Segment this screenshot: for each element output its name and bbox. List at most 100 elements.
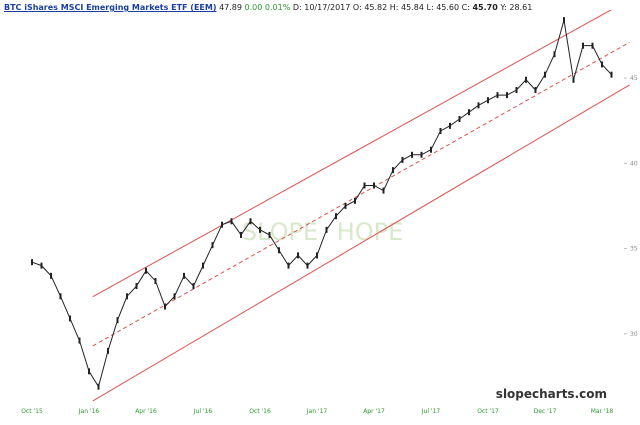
price-bar bbox=[591, 42, 594, 49]
y-tick-label: 40 bbox=[630, 160, 638, 167]
price-bar bbox=[610, 71, 613, 78]
source: slopecharts.com bbox=[496, 387, 607, 401]
price-bar bbox=[259, 226, 261, 233]
quote-label: L: bbox=[426, 3, 434, 12]
x-tick-label: Oct '17 bbox=[477, 408, 499, 415]
price-bar bbox=[363, 182, 366, 189]
price-bar bbox=[135, 283, 138, 290]
price-bar bbox=[202, 262, 204, 269]
x-tick-label: Apr '17 bbox=[363, 408, 385, 415]
channel-line bbox=[92, 10, 612, 298]
quote-label: D: bbox=[292, 3, 302, 12]
channel-line bbox=[92, 41, 630, 347]
price-bar bbox=[164, 303, 166, 310]
price-bar bbox=[145, 267, 147, 274]
x-tick-label: Jul '16 bbox=[193, 408, 213, 415]
price-bar bbox=[249, 218, 252, 225]
price-bar bbox=[69, 315, 71, 322]
quote-value: 45.60 bbox=[436, 3, 460, 12]
price-bar bbox=[506, 92, 508, 99]
price-bar bbox=[116, 317, 119, 324]
price-bar bbox=[278, 247, 280, 254]
price-bar bbox=[59, 293, 62, 300]
x-tick-label: Jan '17 bbox=[306, 408, 328, 415]
header: BTC iShares MSCI Emerging Markets ETF (E… bbox=[4, 3, 532, 12]
price-bar bbox=[458, 115, 461, 122]
price-bar bbox=[477, 102, 480, 109]
price-bar bbox=[240, 231, 242, 238]
price-bar bbox=[192, 283, 195, 290]
price-bar bbox=[126, 293, 128, 300]
x-tick-label: Dec '17 bbox=[534, 408, 557, 415]
price-bar bbox=[392, 167, 394, 174]
watermark: SLOPE bbox=[242, 218, 318, 246]
change: 0.00 bbox=[244, 3, 263, 12]
price-bar bbox=[173, 293, 176, 300]
quote-label: H: bbox=[389, 3, 399, 12]
quote-label: C: bbox=[461, 3, 470, 12]
price-bar bbox=[40, 262, 43, 269]
price-bar bbox=[230, 218, 233, 225]
x-tick-label: Mar '18 bbox=[591, 408, 614, 415]
price-bar bbox=[420, 151, 423, 158]
price-bar bbox=[563, 17, 565, 24]
price-bar bbox=[544, 71, 546, 78]
price-bar bbox=[325, 226, 328, 233]
price-bar bbox=[430, 146, 432, 153]
price-bar bbox=[553, 51, 556, 58]
price-bar bbox=[411, 151, 413, 158]
quote-value: 10/17/2017 bbox=[304, 3, 351, 12]
price-bar bbox=[211, 242, 214, 249]
price-bar bbox=[496, 92, 499, 99]
price-bar bbox=[515, 87, 518, 94]
price-bar bbox=[31, 259, 33, 266]
x-tick-label: Jan '16 bbox=[78, 408, 100, 415]
price-bar bbox=[382, 187, 385, 194]
price-bar bbox=[572, 76, 575, 83]
price-bar bbox=[468, 109, 470, 116]
channel-line bbox=[92, 84, 630, 402]
price-bar bbox=[297, 252, 299, 259]
quote-label: O: bbox=[352, 3, 362, 12]
price-bar bbox=[439, 127, 442, 134]
price-bar bbox=[373, 182, 375, 189]
price-bar bbox=[107, 347, 109, 354]
price-bar bbox=[183, 272, 185, 279]
price-bar bbox=[268, 231, 271, 238]
y-tick-label: 30 bbox=[630, 331, 638, 338]
watermark: HOPE bbox=[337, 218, 404, 246]
price-bar bbox=[97, 383, 100, 390]
quote-value: 45.70 bbox=[472, 3, 498, 12]
y-tick-label: 45 bbox=[630, 75, 638, 82]
quote: D: 10/17/2017 O: 45.82 H: 45.84 L: 45.60… bbox=[293, 3, 532, 12]
price-bar bbox=[354, 197, 356, 204]
price-bar bbox=[88, 368, 90, 375]
change-pct: 0.01% bbox=[264, 3, 291, 12]
x-tick-label: Apr '16 bbox=[135, 408, 157, 415]
price-bar bbox=[287, 262, 290, 269]
x-tick-label: Oct '16 bbox=[249, 408, 271, 415]
quote-value: 28.61 bbox=[509, 3, 533, 12]
price-bar bbox=[306, 262, 309, 269]
price-bar bbox=[316, 252, 318, 259]
price-bar bbox=[582, 42, 584, 49]
title[interactable]: BTC iShares MSCI Emerging Markets ETF (E… bbox=[4, 3, 217, 12]
price-bar bbox=[335, 213, 337, 220]
price-line bbox=[31, 19, 612, 388]
price-bar bbox=[487, 97, 489, 104]
quote-label: Y: bbox=[500, 3, 507, 12]
price-bar bbox=[601, 61, 603, 68]
price-bar bbox=[401, 156, 404, 163]
price-bar bbox=[449, 122, 451, 129]
price-bar bbox=[534, 87, 537, 94]
y-tick-label: 35 bbox=[630, 246, 638, 253]
x-tick-label: Oct '15 bbox=[21, 408, 43, 415]
price-bar bbox=[50, 272, 52, 279]
price-bar bbox=[344, 202, 347, 209]
quote-value: 45.84 bbox=[401, 3, 424, 12]
quote-value: 45.82 bbox=[364, 3, 388, 12]
price-bar bbox=[154, 277, 157, 284]
last-price: 47.89 bbox=[219, 3, 242, 12]
